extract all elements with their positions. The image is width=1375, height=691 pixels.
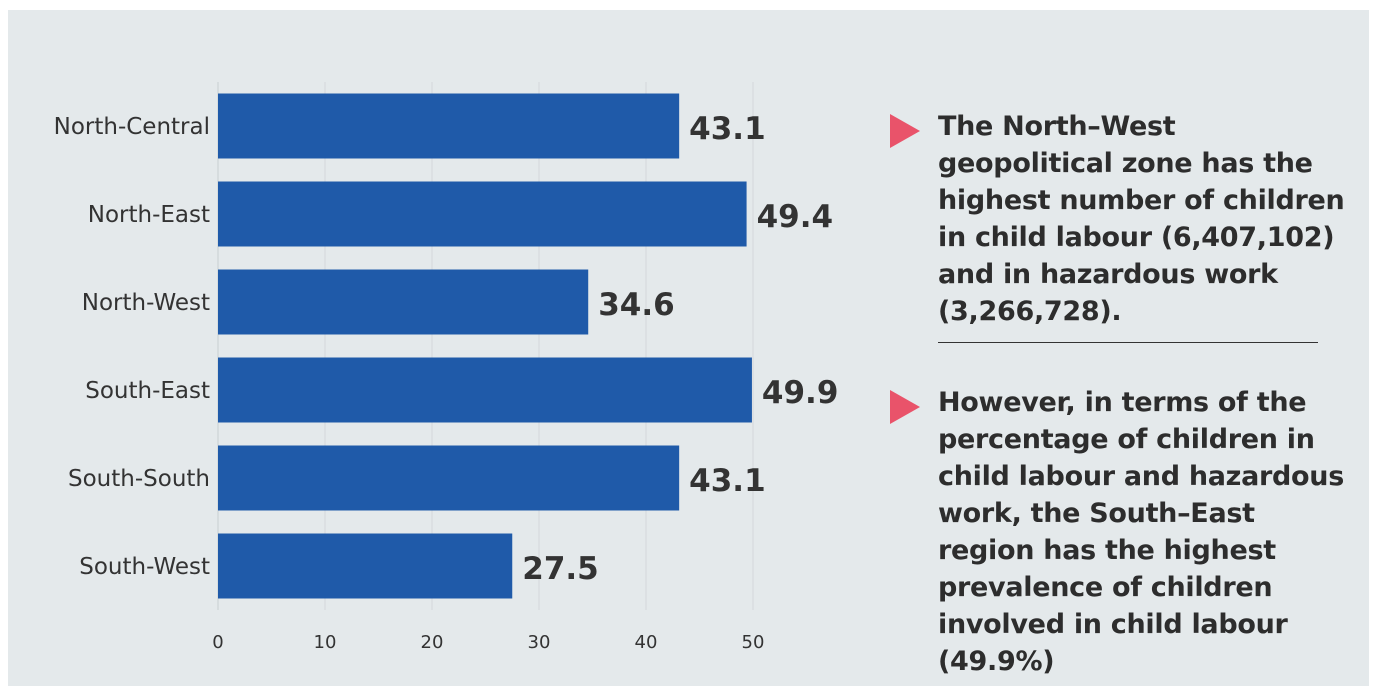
bar-south-west	[218, 533, 513, 599]
x-tick-label: 10	[314, 632, 337, 653]
bar-north-west	[218, 269, 589, 335]
value-label: 27.5	[522, 551, 599, 587]
x-tick-label: 50	[742, 632, 765, 653]
x-tick-label: 0	[212, 632, 223, 653]
x-tick-label: 20	[421, 632, 444, 653]
value-label: 43.1	[689, 111, 766, 147]
bar-south-east	[218, 357, 752, 423]
category-label: North-West	[82, 290, 210, 316]
bar-south-south	[218, 445, 680, 511]
x-tick-label: 30	[528, 632, 551, 653]
divider	[938, 342, 1318, 343]
category-label: South-East	[85, 378, 210, 404]
chart-panel: North-Central North-East North-West South-E…	[8, 10, 1369, 686]
category-label: North-East	[88, 202, 210, 228]
triangle-bullet-icon	[890, 114, 920, 148]
value-label: 43.1	[689, 463, 766, 499]
category-label: South-South	[68, 466, 210, 492]
triangle-bullet-icon	[890, 390, 920, 424]
value-label: 49.4	[757, 199, 834, 235]
category-label: South-West	[79, 554, 210, 580]
note-text: However, in terms of the percentage of c…	[938, 387, 1344, 677]
bar-chart: North-Central North-East North-West South-E…	[54, 82, 839, 653]
value-label: 49.9	[762, 375, 839, 411]
note-text: The North–West geopolitical zone has the…	[938, 111, 1345, 327]
x-tick-label: 40	[635, 632, 658, 653]
bar-north-central	[218, 93, 680, 159]
value-label: 34.6	[598, 287, 675, 323]
category-label: North-Central	[54, 114, 210, 140]
bar-north-east	[218, 181, 747, 247]
